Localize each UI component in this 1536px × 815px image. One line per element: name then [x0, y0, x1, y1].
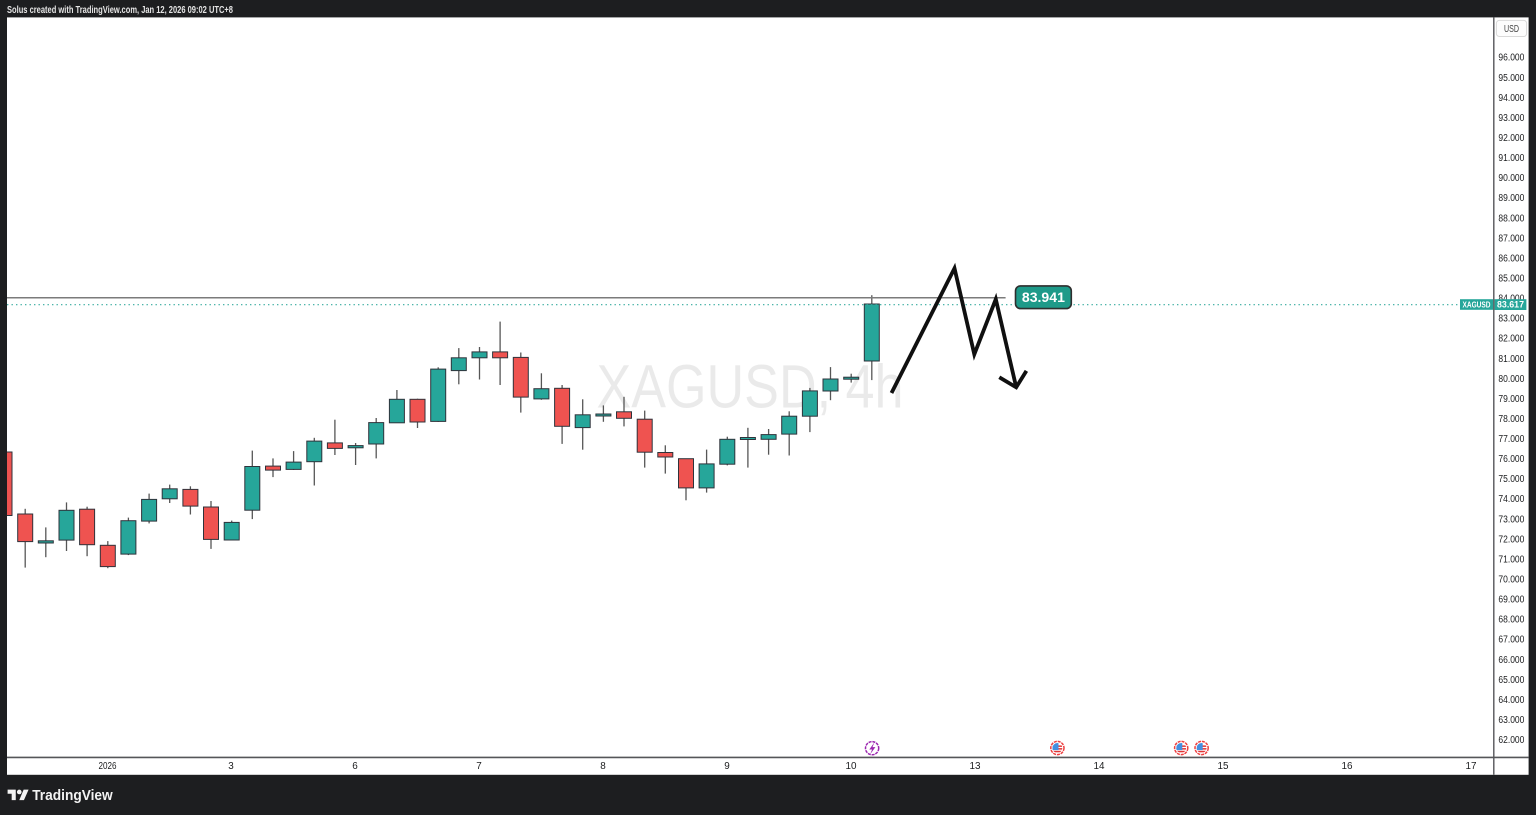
svg-text:72.000: 72.000 — [1498, 534, 1524, 545]
svg-text:87.000: 87.000 — [1498, 233, 1524, 244]
svg-text:76.000: 76.000 — [1498, 454, 1524, 465]
svg-text:94.000: 94.000 — [1498, 93, 1524, 104]
svg-text:92.000: 92.000 — [1498, 133, 1524, 144]
svg-text:82.000: 82.000 — [1498, 334, 1524, 345]
svg-text:68.000: 68.000 — [1498, 615, 1524, 626]
svg-text:88.000: 88.000 — [1498, 213, 1524, 224]
svg-text:TradingView: TradingView — [32, 788, 113, 804]
svg-text:96.000: 96.000 — [1498, 53, 1524, 64]
svg-text:17: 17 — [1466, 761, 1477, 772]
svg-text:75.000: 75.000 — [1498, 474, 1524, 485]
svg-text:14: 14 — [1094, 761, 1105, 772]
svg-text:USD: USD — [1504, 24, 1519, 35]
svg-text:3: 3 — [228, 761, 234, 772]
svg-text:95.000: 95.000 — [1498, 73, 1524, 84]
svg-text:83.941: 83.941 — [1022, 290, 1066, 305]
svg-text:2026: 2026 — [99, 761, 117, 772]
svg-text:16: 16 — [1342, 761, 1353, 772]
svg-text:65.000: 65.000 — [1498, 675, 1524, 686]
svg-text:71.000: 71.000 — [1498, 555, 1524, 566]
svg-text:62.000: 62.000 — [1498, 735, 1524, 746]
svg-text:9: 9 — [724, 761, 730, 772]
svg-text:84.000: 84.000 — [1498, 294, 1524, 305]
svg-text:8: 8 — [600, 761, 606, 772]
svg-text:93.000: 93.000 — [1498, 113, 1524, 124]
svg-text:83.617: 83.617 — [1497, 300, 1524, 310]
svg-text:83.000: 83.000 — [1498, 314, 1524, 325]
svg-text:Solus created with TradingView: Solus created with TradingView.com, Jan … — [7, 5, 233, 16]
svg-text:90.000: 90.000 — [1498, 173, 1524, 184]
svg-text:79.000: 79.000 — [1498, 394, 1524, 405]
svg-text:89.000: 89.000 — [1498, 193, 1524, 204]
svg-text:XAGUSD: XAGUSD — [1463, 300, 1491, 309]
svg-text:10: 10 — [846, 761, 857, 772]
svg-text:66.000: 66.000 — [1498, 655, 1524, 666]
svg-text:85.000: 85.000 — [1498, 274, 1524, 285]
svg-text:74.000: 74.000 — [1498, 494, 1524, 505]
svg-text:77.000: 77.000 — [1498, 434, 1524, 445]
svg-text:78.000: 78.000 — [1498, 414, 1524, 425]
svg-text:64.000: 64.000 — [1498, 695, 1524, 706]
svg-text:81.000: 81.000 — [1498, 354, 1524, 365]
svg-text:73.000: 73.000 — [1498, 514, 1524, 525]
svg-text:67.000: 67.000 — [1498, 635, 1524, 646]
svg-text:70.000: 70.000 — [1498, 575, 1524, 586]
svg-text:7: 7 — [476, 761, 482, 772]
svg-text:XAGUSD, 4h: XAGUSD, 4h — [597, 353, 904, 421]
svg-text:86.000: 86.000 — [1498, 253, 1524, 264]
svg-text:69.000: 69.000 — [1498, 595, 1524, 606]
svg-text:63.000: 63.000 — [1498, 715, 1524, 726]
svg-text:80.000: 80.000 — [1498, 374, 1524, 385]
svg-text:13: 13 — [970, 761, 981, 772]
svg-text:15: 15 — [1218, 761, 1229, 772]
svg-text:91.000: 91.000 — [1498, 153, 1524, 164]
svg-text:6: 6 — [352, 761, 358, 772]
